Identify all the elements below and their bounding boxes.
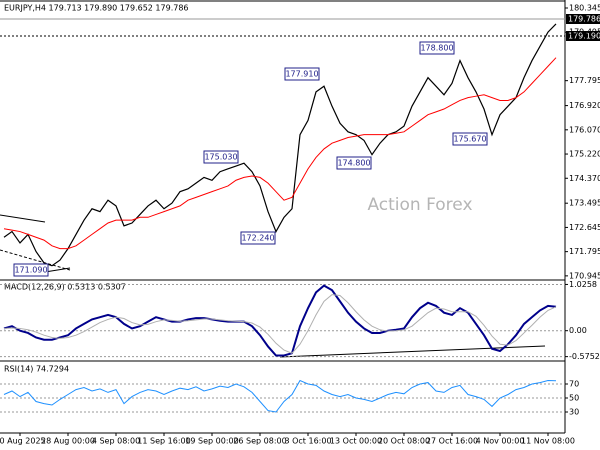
y-tick-label: -0.5752 [569, 352, 600, 361]
indicator-title: RSI(14) 74.7294 [4, 365, 69, 374]
x-tick-label: 28 Aug 00:00 [41, 437, 95, 446]
x-tick-label: 13 Oct 00:00 [330, 437, 382, 446]
watermark: Action Forex [367, 195, 472, 215]
series-line [3, 294, 557, 354]
y-tick-label: 170.945 [569, 271, 600, 280]
x-tick-label: 19 Sep 00:00 [185, 437, 238, 446]
annotation: 175.030 [203, 150, 239, 164]
series-line [3, 23, 557, 267]
x-tick-label: 20 Aug 2025 [0, 437, 46, 446]
y-tick-label: 176.920 [569, 101, 600, 110]
y-tick-label: 30 [569, 408, 579, 417]
annotation-box [13, 263, 49, 277]
price-tag-box [566, 14, 600, 24]
annotation-label: 178.800 [420, 44, 453, 53]
annotation-box [240, 231, 276, 245]
annotation-box [203, 150, 239, 164]
y-tick-label: 50 [569, 394, 579, 403]
y-tick-label: 70 [569, 380, 579, 389]
annotation: 171.090 [13, 263, 49, 277]
x-tick-label: 4 Nov 00:00 [476, 437, 525, 446]
annotation: 177.910 [284, 67, 320, 81]
y-tick-label: 0.00 [569, 326, 587, 335]
annotation: 172.240 [240, 231, 276, 245]
y-tick-label: 172.645 [569, 223, 600, 232]
price-tag-label: 179.786 [568, 15, 600, 24]
y-tick-label: 174.370 [569, 174, 600, 183]
annotation: 178.800 [419, 41, 455, 55]
annotation-label: 171.090 [14, 266, 47, 275]
annotation-label: 172.240 [241, 234, 274, 243]
y-tick-label: 177.795 [569, 76, 600, 85]
y-tick-label: 180.345 [569, 3, 600, 12]
y-tick-label: 171.795 [569, 247, 600, 256]
annotation-label: 174.800 [337, 159, 370, 168]
x-tick-label: 26 Sep 08:00 [233, 437, 286, 446]
price-tag-box [566, 31, 600, 41]
y-tick-label: 176.070 [569, 125, 600, 134]
series-line [3, 57, 557, 250]
x-tick-label: 11 Nov 08:00 [521, 437, 575, 446]
y-tick-label: 1.0258 [569, 280, 597, 289]
x-tick-label: 4 Sep 08:00 [92, 437, 140, 446]
x-tick-label: 20 Oct 08:00 [378, 437, 430, 446]
annotation-box [336, 156, 372, 170]
trendline [0, 249, 71, 271]
annotation-label: 175.670 [453, 135, 486, 144]
annotation-box [284, 67, 320, 81]
x-tick-label: 27 Oct 16:00 [426, 437, 478, 446]
trendline [0, 214, 46, 223]
price-tag: 179.786 [566, 14, 600, 24]
annotation-label: 177.910 [285, 70, 318, 79]
trendline [279, 345, 546, 358]
y-tick-label: 179.495 [569, 28, 600, 37]
annotation: 175.670 [452, 132, 488, 146]
x-tick-label: 3 Oct 16:00 [284, 437, 331, 446]
annotation: 174.800 [336, 156, 372, 170]
annotation-label: 175.030 [204, 153, 237, 162]
y-tick-label: 173.495 [569, 199, 600, 208]
annotation-box [419, 41, 455, 55]
chart-title: EURJPY,H4 179.713 179.890 179.652 179.78… [4, 4, 189, 13]
indicator-title: MACD(12,26,9) 0.5313 0.5307 [4, 283, 126, 292]
price-tag: 179.190 [566, 31, 600, 41]
y-tick-label: 175.220 [569, 150, 600, 159]
series-line [3, 284, 557, 357]
price-tag-label: 179.190 [568, 32, 600, 41]
annotation-box [452, 132, 488, 146]
series-line [3, 379, 557, 413]
x-tick-label: 11 Sep 16:00 [137, 437, 190, 446]
